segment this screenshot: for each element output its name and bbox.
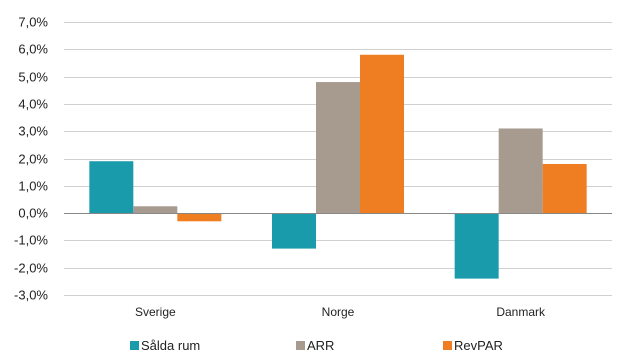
y-tick-label: 1,0% bbox=[18, 179, 48, 194]
y-axis-tick-labels: 7,0% 6,0% 5,0% 4,0% 3,0% 2,0% 1,0% 0,0% -1,0% -2,… bbox=[14, 15, 48, 303]
legend-label-arr: ARR bbox=[307, 338, 334, 353]
legend-swatch-arr bbox=[296, 341, 305, 350]
bar-arr-sverige bbox=[133, 206, 178, 214]
legend-swatch-sålda-rum bbox=[130, 341, 139, 350]
y-tick-label: 7,0% bbox=[18, 15, 48, 30]
y-tick-label: -2,0% bbox=[14, 261, 48, 276]
legend-swatch-revpar bbox=[443, 341, 452, 350]
y-tick-label: 6,0% bbox=[18, 42, 48, 57]
bar-sålda-rum-danmark bbox=[454, 213, 499, 279]
x-axis-category-labels: Sverige Norge Danmark bbox=[135, 305, 546, 319]
y-tick-label: -1,0% bbox=[14, 233, 48, 248]
bar-arr-norge bbox=[316, 82, 360, 214]
y-tick-label: 3,0% bbox=[18, 124, 48, 139]
y-tick-label: 4,0% bbox=[18, 97, 48, 112]
y-tick-label: 0,0% bbox=[18, 206, 48, 221]
y-tick-label: 5,0% bbox=[18, 70, 48, 85]
legend-label-revpar: RevPAR bbox=[454, 338, 503, 353]
bar-revpar-danmark bbox=[542, 163, 587, 214]
category-label-danmark: Danmark bbox=[496, 305, 546, 319]
bar-sålda-rum-norge bbox=[272, 213, 316, 249]
legend-label-sålda-rum: Sålda rum bbox=[141, 338, 200, 353]
bars bbox=[89, 54, 587, 279]
legend: Sålda rum ARR RevPAR bbox=[130, 338, 503, 353]
category-label-sverige: Sverige bbox=[135, 305, 176, 319]
bar-arr-danmark bbox=[498, 128, 543, 214]
bar-revpar-norge bbox=[360, 54, 404, 214]
bar-sålda-rum-sverige bbox=[89, 161, 134, 214]
bar-revpar-sverige bbox=[177, 213, 222, 222]
category-label-norge: Norge bbox=[322, 305, 355, 319]
y-tick-label: 2,0% bbox=[18, 152, 48, 167]
y-tick-label: -3,0% bbox=[14, 288, 48, 303]
